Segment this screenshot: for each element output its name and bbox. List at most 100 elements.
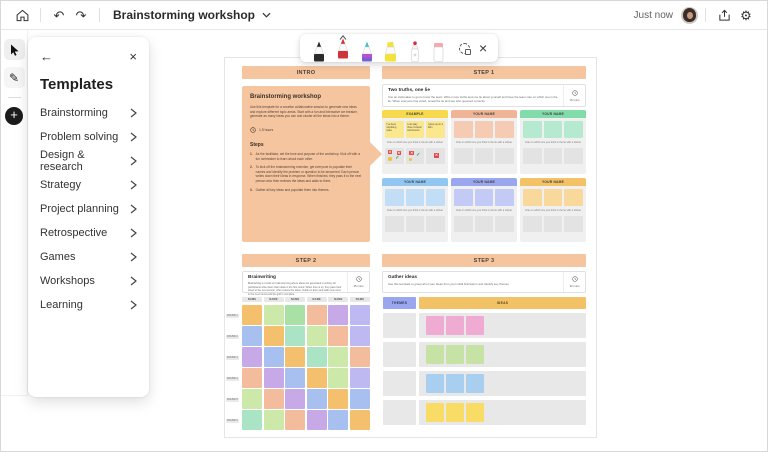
templates-item-project-planning[interactable]: Project planning [40, 197, 137, 221]
brainwriting-cell[interactable] [263, 368, 284, 388]
brainwriting-cell[interactable] [306, 368, 327, 388]
idea-note[interactable] [446, 374, 464, 393]
vote-slot[interactable] [405, 216, 425, 232]
vote-slot[interactable] [495, 148, 515, 164]
step1-section-header[interactable]: STEP 1 [382, 66, 586, 79]
note-panel-your-name-3[interactable]: YOUR NAME Vote on which one you think is … [382, 178, 448, 242]
laser-pointer-button[interactable] [407, 34, 422, 62]
brainwriting-cell[interactable] [328, 368, 349, 388]
sticky-note[interactable] [454, 189, 473, 206]
ideas-area[interactable] [419, 342, 586, 367]
templates-item-retrospective[interactable]: Retrospective [40, 221, 137, 245]
vote-slot[interactable] [564, 148, 584, 164]
sticky-note[interactable] [523, 189, 542, 206]
idea-note[interactable] [466, 316, 484, 335]
vote-slot[interactable] [495, 216, 515, 232]
intro-section-header[interactable]: INTRO [242, 66, 370, 79]
templates-item-games[interactable]: Games [40, 245, 137, 269]
note-panel-your-name-2[interactable]: YOUR NAME Vote on which one you think is … [520, 110, 586, 174]
note-panel-your-name-1[interactable]: YOUR NAME Vote on which one you think is … [451, 110, 517, 174]
vote-slot[interactable] [523, 216, 542, 232]
brainwriting-cell[interactable] [263, 389, 284, 409]
idea-note[interactable] [446, 345, 464, 364]
settings-button[interactable]: ⚙ [735, 4, 757, 26]
sticky-note[interactable] [523, 121, 542, 138]
undo-button[interactable]: ↶ [48, 4, 70, 26]
brainwriting-cell[interactable] [263, 410, 284, 430]
templates-item-learning[interactable]: Learning [40, 293, 137, 317]
idea-note[interactable] [426, 316, 444, 335]
vote-slot[interactable] [454, 216, 473, 232]
sticky-note[interactable]: I've been skydiving twice [385, 121, 404, 138]
theme-slot[interactable] [383, 313, 416, 338]
brainwriting-cell[interactable] [242, 326, 263, 346]
brainwriting-cell[interactable] [349, 347, 370, 367]
brainwriting-cell[interactable] [349, 326, 370, 346]
step3-info-card[interactable]: Gather ideas Use this template to group … [382, 271, 586, 293]
sticky-note[interactable] [405, 189, 425, 206]
brainwriting-cell[interactable] [306, 305, 327, 325]
ideas-area[interactable] [419, 400, 586, 425]
vote-slot[interactable] [474, 216, 494, 232]
note-panel-example-0[interactable]: EXAMPLE I've been skydiving twice I can pl… [382, 110, 448, 174]
vote-slot[interactable]: ✕ ✓ [405, 148, 425, 164]
close-pen-toolbar-button[interactable]: × [479, 34, 487, 62]
idea-note[interactable] [446, 403, 464, 422]
step1-info-card[interactable]: Two truths, one lie Use an icebreaker to… [382, 84, 586, 107]
brainwriting-cell[interactable] [306, 326, 327, 346]
idea-note[interactable] [426, 345, 444, 364]
pen-tool-button[interactable]: ✎ [3, 67, 25, 88]
templates-item-brainstorming[interactable]: Brainstorming [40, 101, 137, 125]
sticky-note[interactable] [474, 121, 494, 138]
brainwriting-cell[interactable] [263, 326, 284, 346]
theme-slot[interactable] [383, 342, 416, 367]
vote-slot[interactable] [454, 148, 473, 164]
vote-slot[interactable] [426, 216, 446, 232]
theme-slot[interactable] [383, 371, 416, 396]
share-button[interactable] [713, 4, 735, 26]
idea-note[interactable] [466, 374, 484, 393]
sticky-note[interactable] [543, 121, 563, 138]
intro-card[interactable]: Brainstorming workshop Use this template… [242, 86, 370, 242]
galaxy-pen-button[interactable] [359, 34, 374, 62]
brainwriting-cell[interactable] [328, 347, 349, 367]
sticky-note[interactable]: I grew up on a farm [426, 121, 446, 138]
vote-slot[interactable] [564, 216, 584, 232]
brainwriting-cell[interactable] [242, 410, 263, 430]
brainwriting-cell[interactable] [285, 326, 306, 346]
brainwriting-cell[interactable] [285, 389, 306, 409]
brainwriting-cell[interactable] [328, 326, 349, 346]
back-button[interactable]: ← [40, 48, 53, 64]
eraser-button[interactable] [431, 34, 446, 62]
avatar[interactable] [681, 6, 698, 24]
idea-note[interactable] [426, 403, 444, 422]
vote-slot[interactable]: ✕ ✕ ✓ [385, 148, 404, 164]
sticky-note[interactable]: I can play three musical instruments [405, 121, 425, 138]
home-button[interactable] [11, 4, 33, 26]
sticky-note[interactable] [564, 121, 584, 138]
step3-section-header[interactable]: STEP 3 [382, 254, 586, 267]
brainwriting-cell[interactable] [349, 368, 370, 388]
redo-button[interactable]: ↷ [70, 4, 92, 26]
templates-item-strategy[interactable]: Strategy [40, 173, 137, 197]
black-pen-button[interactable] [311, 34, 326, 62]
brainwriting-cell[interactable] [242, 347, 263, 367]
sticky-note[interactable] [454, 121, 473, 138]
brainwriting-cell[interactable] [306, 410, 327, 430]
add-content-button[interactable]: + [5, 107, 23, 125]
themes-column-header[interactable]: THEMES [383, 297, 416, 309]
ideas-area[interactable] [419, 313, 586, 338]
brainwriting-cell[interactable] [263, 347, 284, 367]
brainwriting-cell[interactable] [285, 305, 306, 325]
step2-info-card[interactable]: Brainwriting Brainwriting is a twist on … [242, 271, 370, 296]
brainwriting-cell[interactable] [328, 410, 349, 430]
templates-item-design-research[interactable]: Design & research [40, 149, 137, 173]
red-pen-button[interactable] [335, 34, 350, 62]
note-panel-your-name-4[interactable]: YOUR NAME Vote on which one you think is … [451, 178, 517, 242]
brainwriting-cell[interactable] [328, 389, 349, 409]
brainwriting-cell[interactable] [306, 389, 327, 409]
brainwriting-cell[interactable] [349, 305, 370, 325]
board-title-dropdown[interactable]: Brainstorming workshop [107, 6, 275, 24]
brainwriting-cell[interactable] [349, 410, 370, 430]
vote-slot[interactable] [474, 148, 494, 164]
